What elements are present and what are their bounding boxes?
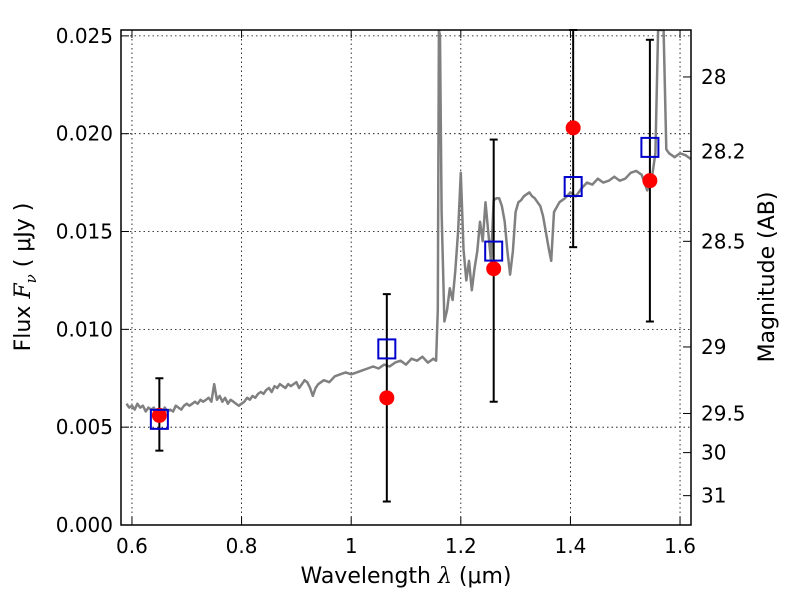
- y-tick-label: 0.010: [56, 317, 113, 341]
- right-tick-labels: 28 28.2 28.5 29 29.5 30 31: [701, 65, 746, 508]
- y-tick-label: 0.005: [56, 415, 113, 439]
- model-point: [484, 240, 504, 262]
- x-tick-labels: 0.6 0.8 1 1.2 1.4 1.6: [116, 534, 696, 558]
- observed-point: [565, 120, 581, 136]
- model-spectrum-line: [125, 30, 691, 415]
- y-axis-label: Flux Fν ( μJy ): [11, 203, 40, 352]
- x-axis-label: Wavelength λ (μm): [300, 564, 511, 589]
- right-tick-label: 29.5: [701, 401, 746, 425]
- y-tick-label: 0.025: [56, 24, 113, 48]
- observed-point: [379, 390, 395, 406]
- x-tick-label: 0.6: [116, 534, 148, 558]
- y-tick-labels: 0.000 0.005 0.010 0.015 0.020 0.025: [56, 24, 113, 537]
- model-point: [640, 136, 660, 158]
- right-tick-label: 30: [701, 441, 726, 465]
- model-point: [149, 408, 169, 430]
- right-tick-label: 28: [701, 65, 726, 89]
- x-tick-label: 1.6: [664, 534, 696, 558]
- y-tick-label: 0.020: [56, 122, 113, 146]
- model-point: [377, 338, 397, 360]
- spectrum-layer: [125, 30, 691, 415]
- observed-point: [486, 261, 502, 277]
- y-tick-label: 0.000: [56, 513, 113, 537]
- ticks: [121, 30, 691, 526]
- observed-points: [151, 120, 658, 423]
- observed-point: [151, 407, 167, 423]
- observed-point: [642, 173, 658, 189]
- right-tick-label: 31: [701, 484, 726, 508]
- right-tick-label: 28.2: [701, 139, 746, 163]
- x-tick-label: 1.2: [445, 534, 477, 558]
- right-tick-label: 29: [701, 335, 726, 359]
- model-points: [149, 136, 660, 430]
- y-tick-label: 0.015: [56, 220, 113, 244]
- right-tick-label: 28.5: [701, 229, 746, 253]
- plot-frame: [120, 29, 692, 526]
- plot-background: [121, 30, 691, 525]
- x-tick-label: 1: [345, 534, 358, 558]
- right-axis-label: Magnitude (AB): [755, 192, 780, 363]
- model-point: [563, 176, 583, 198]
- x-tick-label: 1.4: [555, 534, 587, 558]
- x-tick-label: 0.8: [226, 534, 258, 558]
